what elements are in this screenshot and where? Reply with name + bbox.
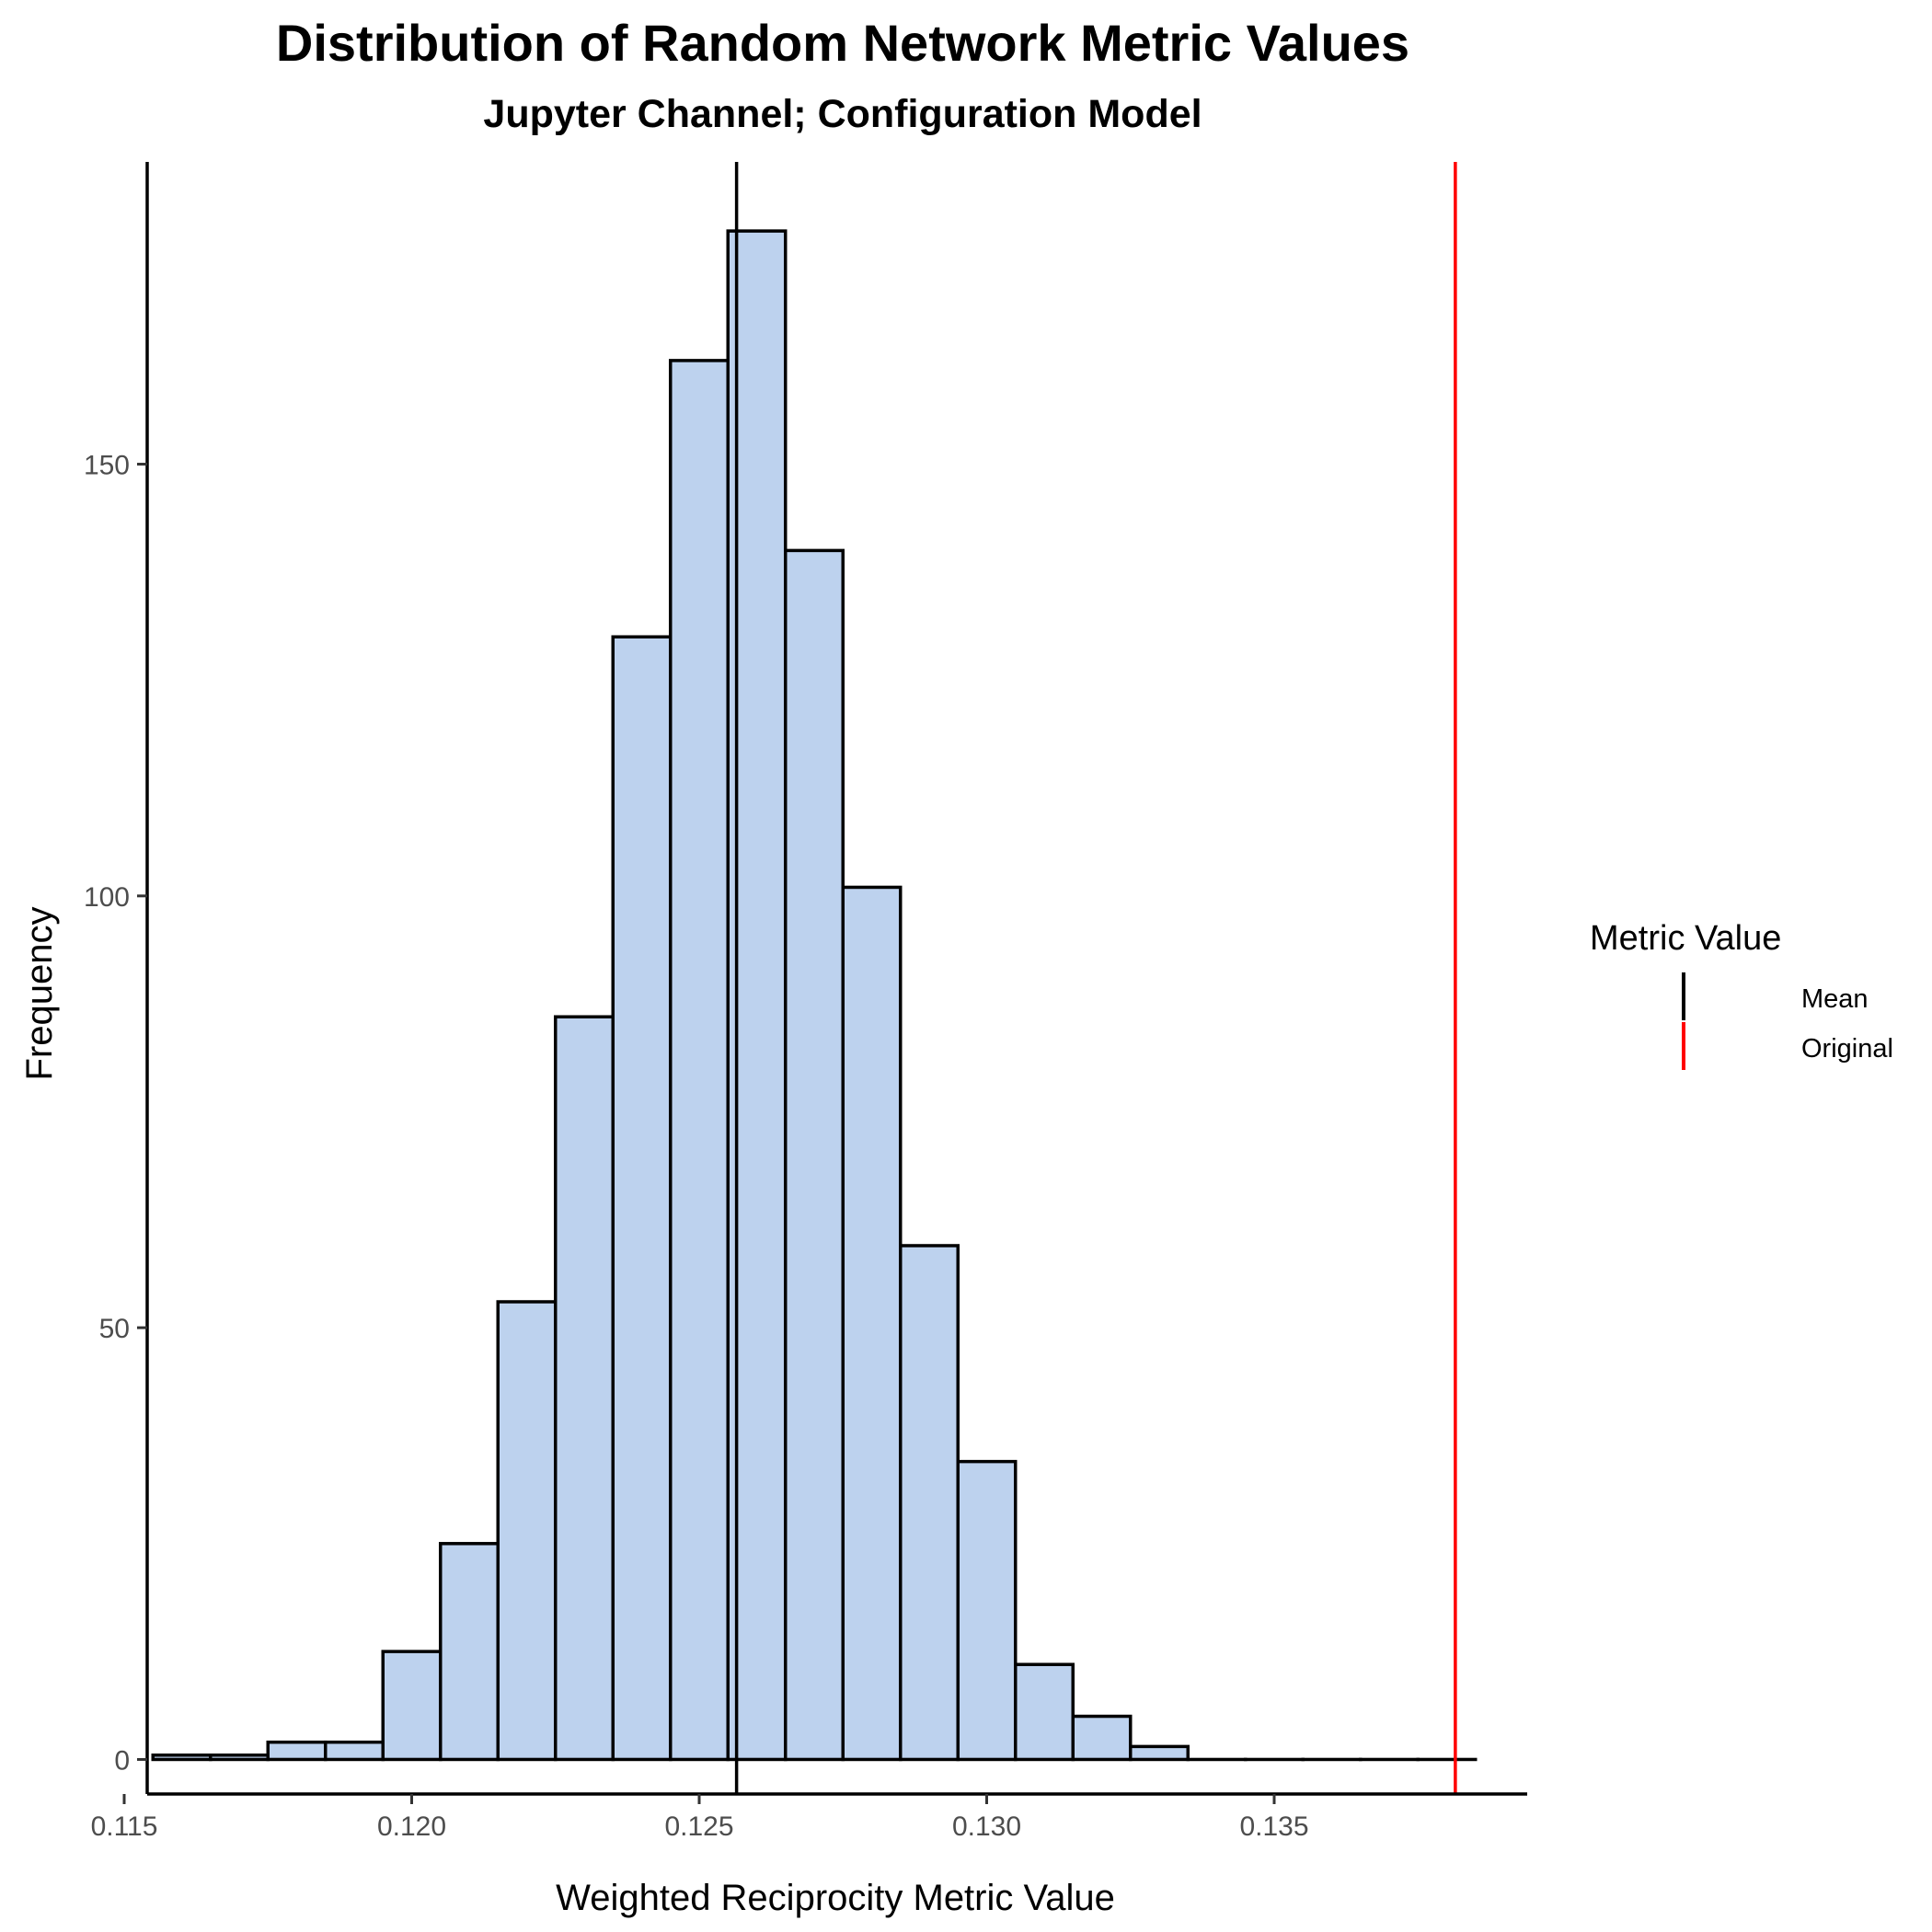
legend: Metric Value Mean Original xyxy=(1590,919,1893,1070)
y-axis-title: Frequency xyxy=(19,907,60,1081)
legend-title: Metric Value xyxy=(1590,919,1781,958)
histogram-bar xyxy=(554,1015,615,1762)
x-tick-label: 0.115 xyxy=(91,1811,158,1842)
histogram-bar xyxy=(899,1244,960,1762)
histogram-bar xyxy=(209,1754,270,1762)
legend-label-original: Original xyxy=(1801,1034,1893,1064)
histogram-bar xyxy=(151,1754,213,1762)
x-tick-label: 0.135 xyxy=(1239,1811,1308,1842)
histogram-bar xyxy=(381,1650,443,1762)
histogram-bar xyxy=(496,1300,558,1762)
histogram-bar xyxy=(439,1542,500,1762)
chart-subtitle: Jupyter Channel; Configuration Model xyxy=(483,92,1202,136)
histogram-bar xyxy=(784,548,845,1762)
bars-layer xyxy=(151,229,1478,1762)
x-ticks-layer: 0.115 0.120 0.125 0.130 0.135 xyxy=(91,1794,1309,1842)
legend-label-mean: Mean xyxy=(1801,984,1869,1014)
y-ticks-layer: 0 50 100 150 xyxy=(84,451,147,1776)
plot-area: 0.115 0.120 0.125 0.130 0.135 0 50 100 150 xyxy=(84,162,1527,1842)
histogram-bar xyxy=(956,1459,1018,1762)
histogram-bar xyxy=(669,359,730,1762)
histogram-bar xyxy=(841,885,903,1762)
chart-title: Distribution of Random Network Metric Va… xyxy=(276,14,1409,72)
histogram-bar xyxy=(611,635,673,1762)
y-tick-label: 50 xyxy=(99,1314,130,1344)
reference-lines-layer xyxy=(734,162,1457,1794)
histogram-bar xyxy=(324,1740,385,1762)
x-tick-label: 0.120 xyxy=(377,1811,446,1842)
y-tick-label: 0 xyxy=(114,1745,130,1776)
x-tick-label: 0.130 xyxy=(952,1811,1021,1842)
histogram-bar xyxy=(1129,1744,1190,1762)
histogram-bar xyxy=(266,1740,328,1762)
y-tick-label: 100 xyxy=(84,882,130,913)
histogram-bar xyxy=(1014,1662,1075,1762)
histogram-bar xyxy=(1071,1714,1133,1762)
x-tick-label: 0.125 xyxy=(664,1811,733,1842)
y-tick-label: 150 xyxy=(84,451,130,481)
x-axis-title: Weighted Reciprocity Metric Value xyxy=(556,1878,1115,1918)
